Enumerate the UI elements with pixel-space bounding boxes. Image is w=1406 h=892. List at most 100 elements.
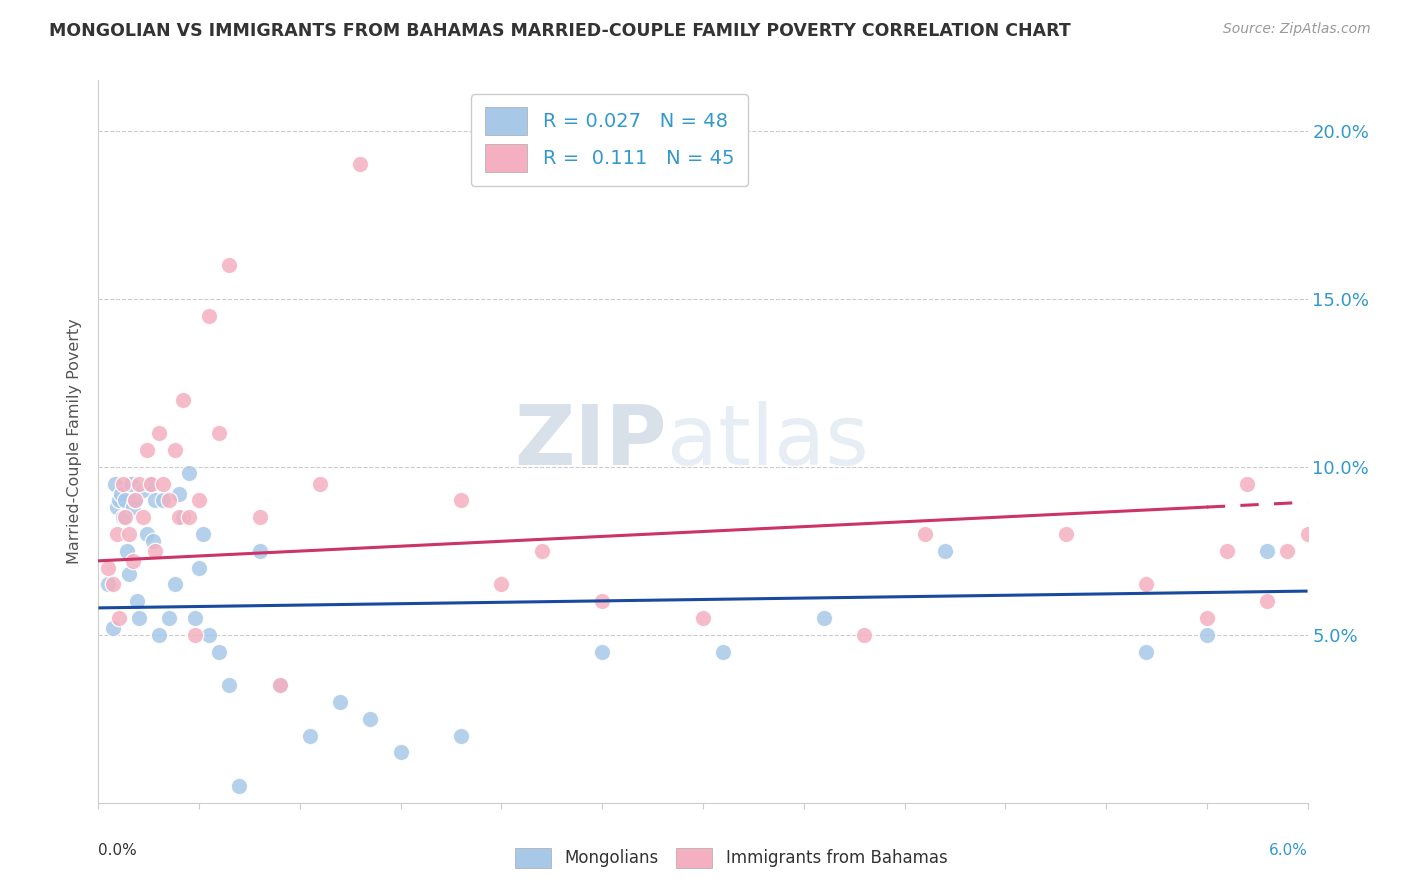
Point (121, 554, 143, 568)
Point (128, 611, 150, 625)
Point (269, 678, 291, 692)
Point (152, 476, 174, 491)
Point (198, 309, 221, 323)
Point (218, 678, 240, 692)
Point (530, 543, 553, 558)
Point (124, 493, 146, 508)
Point (132, 510, 155, 524)
Point (711, 644, 734, 658)
Point (107, 493, 129, 508)
Text: 6.0%: 6.0% (1268, 843, 1308, 857)
Text: 0.0%: 0.0% (98, 843, 138, 857)
Point (120, 476, 142, 491)
Point (1135, 644, 1157, 658)
Point (101, 621, 124, 635)
Point (450, 729, 472, 743)
Text: atlas: atlas (666, 401, 869, 482)
Point (198, 628, 221, 642)
Point (228, 779, 250, 793)
Point (167, 486, 190, 500)
Point (184, 611, 207, 625)
Point (107, 611, 129, 625)
Point (360, 712, 382, 726)
Point (118, 527, 141, 541)
Text: ZIP: ZIP (515, 401, 666, 482)
Point (299, 729, 322, 743)
Point (110, 486, 132, 500)
Point (152, 493, 174, 508)
Point (179, 467, 201, 481)
Point (135, 527, 157, 541)
Point (172, 510, 194, 524)
Point (97, 577, 120, 591)
Point (142, 533, 165, 548)
Point (1277, 543, 1299, 558)
Point (111, 510, 134, 524)
Point (934, 543, 956, 558)
Point (97, 560, 120, 574)
Point (115, 543, 138, 558)
Point (1216, 543, 1239, 558)
Point (143, 493, 166, 508)
Point (111, 476, 134, 491)
Point (148, 426, 170, 441)
Point (138, 476, 160, 491)
Legend: R = 0.027   N = 48, R =  0.111   N = 45: R = 0.027 N = 48, R = 0.111 N = 45 (471, 94, 748, 186)
Point (1054, 527, 1077, 541)
Point (163, 442, 186, 457)
Text: MONGOLIAN VS IMMIGRANTS FROM BAHAMAS MARRIED-COUPLE FAMILY POVERTY CORRELATION C: MONGOLIAN VS IMMIGRANTS FROM BAHAMAS MAR… (49, 22, 1071, 40)
Point (139, 476, 162, 491)
Point (692, 611, 714, 625)
Point (103, 476, 125, 491)
Legend: Mongolians, Immigrants from Bahamas: Mongolians, Immigrants from Bahamas (508, 841, 955, 875)
Point (208, 644, 231, 658)
Point (143, 543, 166, 558)
Point (121, 500, 143, 514)
Point (249, 510, 271, 524)
Point (914, 527, 936, 541)
Point (813, 611, 835, 625)
Point (101, 577, 124, 591)
Text: Source: ZipAtlas.com: Source: ZipAtlas.com (1223, 22, 1371, 37)
Point (249, 543, 271, 558)
Point (132, 483, 155, 498)
Point (193, 527, 215, 541)
Point (105, 527, 128, 541)
Point (269, 678, 291, 692)
Point (179, 510, 201, 524)
Point (157, 611, 180, 625)
Point (118, 567, 141, 582)
Y-axis label: Married-Couple Family Poverty: Married-Couple Family Poverty (67, 318, 83, 565)
Point (491, 577, 513, 591)
Point (167, 510, 190, 524)
Point (188, 493, 211, 508)
Point (1135, 577, 1157, 591)
Point (1256, 543, 1278, 558)
Point (114, 493, 136, 508)
Point (349, 157, 371, 171)
Point (329, 695, 352, 709)
Point (1195, 611, 1218, 625)
Point (1296, 527, 1319, 541)
Point (1236, 476, 1258, 491)
Point (114, 510, 136, 524)
Point (218, 258, 240, 272)
Point (135, 442, 157, 457)
Point (1256, 594, 1278, 608)
Point (450, 493, 472, 508)
Point (128, 476, 150, 491)
Point (124, 493, 146, 508)
Point (1195, 628, 1218, 642)
Point (853, 628, 876, 642)
Point (157, 493, 180, 508)
Point (184, 628, 207, 642)
Point (591, 644, 613, 658)
Point (172, 392, 194, 407)
Point (188, 560, 211, 574)
Point (591, 594, 613, 608)
Point (125, 594, 148, 608)
Point (105, 500, 128, 514)
Point (389, 745, 412, 759)
Point (148, 628, 170, 642)
Point (208, 426, 231, 441)
